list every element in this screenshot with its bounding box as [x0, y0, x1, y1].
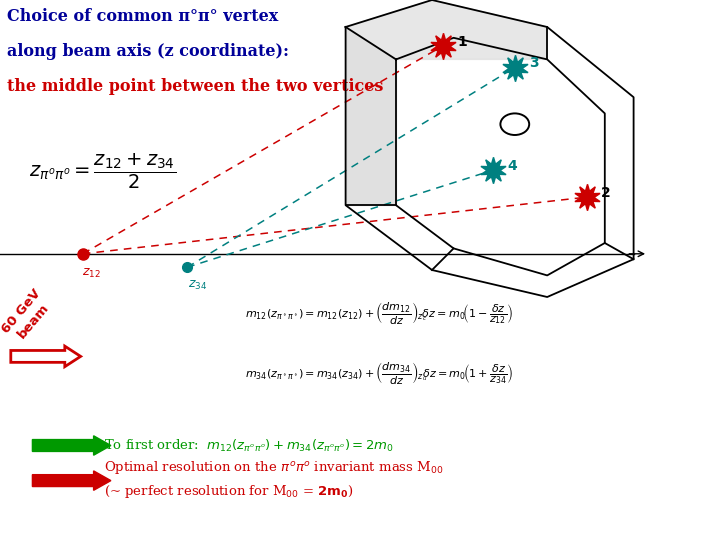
- Text: $z_{34}$: $z_{34}$: [189, 279, 207, 292]
- Text: along beam axis (z coordinate):: along beam axis (z coordinate):: [7, 43, 289, 60]
- Text: $z_{\pi^o\pi^o} = \dfrac{z_{12} + z_{34}}{2}$: $z_{\pi^o\pi^o} = \dfrac{z_{12} + z_{34}…: [29, 151, 176, 191]
- Text: $m_{12}(z_{\pi^\circ\pi^\circ}) = m_{12}(z_{12}) + \left(\dfrac{dm_{12}}{dz}\rig: $m_{12}(z_{\pi^\circ\pi^\circ}) = m_{12}…: [245, 300, 513, 326]
- Text: (~ perfect resolution for M$_{00}$ = $\mathbf{2m_0}$): (~ perfect resolution for M$_{00}$ = $\m…: [104, 483, 354, 500]
- Text: $z_{12}$: $z_{12}$: [82, 266, 101, 280]
- Polygon shape: [346, 27, 396, 205]
- Polygon shape: [346, 0, 547, 59]
- Text: 3: 3: [529, 56, 539, 70]
- Text: Choice of common π°π° vertex: Choice of common π°π° vertex: [7, 8, 279, 25]
- FancyArrow shape: [32, 471, 111, 490]
- FancyArrow shape: [32, 436, 111, 455]
- Text: Optimal resolution on the $\pi^o\pi^o$ invariant mass M$_{00}$: Optimal resolution on the $\pi^o\pi^o$ i…: [104, 458, 444, 476]
- Text: To first order:  $m_{12}(z_{\pi^o\pi^o}) + m_{34}(z_{\pi^o\pi^o}) = 2m_0$: To first order: $m_{12}(z_{\pi^o\pi^o}) …: [104, 437, 395, 454]
- Text: $m_{34}(z_{\pi^\circ\pi^\circ}) = m_{34}(z_{34}) + \left(\dfrac{dm_{34}}{dz}\rig: $m_{34}(z_{\pi^\circ\pi^\circ}) = m_{34}…: [245, 360, 513, 386]
- FancyArrow shape: [11, 346, 81, 367]
- Text: the middle point between the two vertices: the middle point between the two vertice…: [7, 78, 384, 95]
- Circle shape: [500, 113, 529, 135]
- Text: 1: 1: [457, 35, 467, 49]
- Text: 2: 2: [601, 186, 611, 200]
- Text: 60 GeV
beam: 60 GeV beam: [0, 287, 55, 345]
- Text: 4: 4: [508, 159, 518, 173]
